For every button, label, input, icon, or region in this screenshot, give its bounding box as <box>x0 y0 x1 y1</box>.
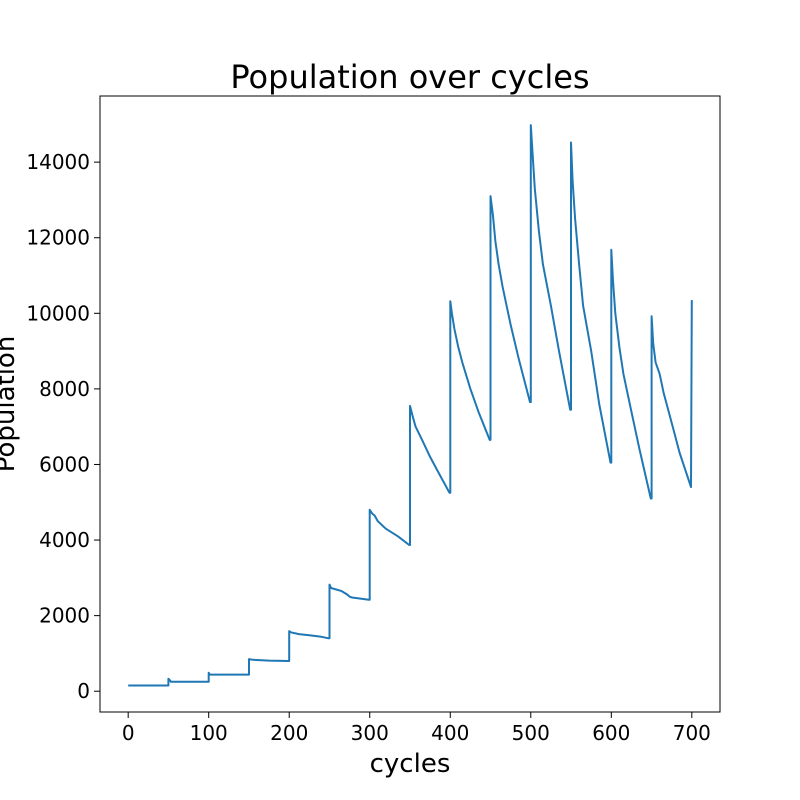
x-tick-label: 100 <box>190 721 228 745</box>
plot-frame <box>99 95 721 713</box>
y-tick-label: 12000 <box>26 226 90 250</box>
y-axis-ticks: 0 2000 4000 6000 8000 10000 12000 14000 <box>26 150 100 703</box>
x-tick-label: 200 <box>270 721 308 745</box>
plot-area <box>99 95 721 713</box>
x-tick-label: 500 <box>512 721 550 745</box>
x-axis-label: cycles <box>370 749 451 779</box>
population-series-line <box>128 124 693 687</box>
x-tick-label: 700 <box>673 721 711 745</box>
y-tick-label: 10000 <box>26 301 90 325</box>
y-tick-label: 14000 <box>26 150 90 174</box>
y-tick-label: 4000 <box>39 528 90 552</box>
x-tick-label: 0 <box>122 721 135 745</box>
chart-title: Population over cycles <box>230 58 589 96</box>
y-tick-label: 0 <box>77 679 90 703</box>
y-axis-label: Population <box>0 336 21 473</box>
y-tick-label: 8000 <box>39 377 90 401</box>
x-tick-label: 600 <box>592 721 630 745</box>
x-tick-label: 300 <box>351 721 389 745</box>
y-tick-label: 6000 <box>39 452 90 476</box>
x-axis-ticks: 0 100 200 300 400 500 600 700 <box>122 712 711 745</box>
x-tick-label: 400 <box>431 721 469 745</box>
y-tick-label: 2000 <box>39 604 90 628</box>
